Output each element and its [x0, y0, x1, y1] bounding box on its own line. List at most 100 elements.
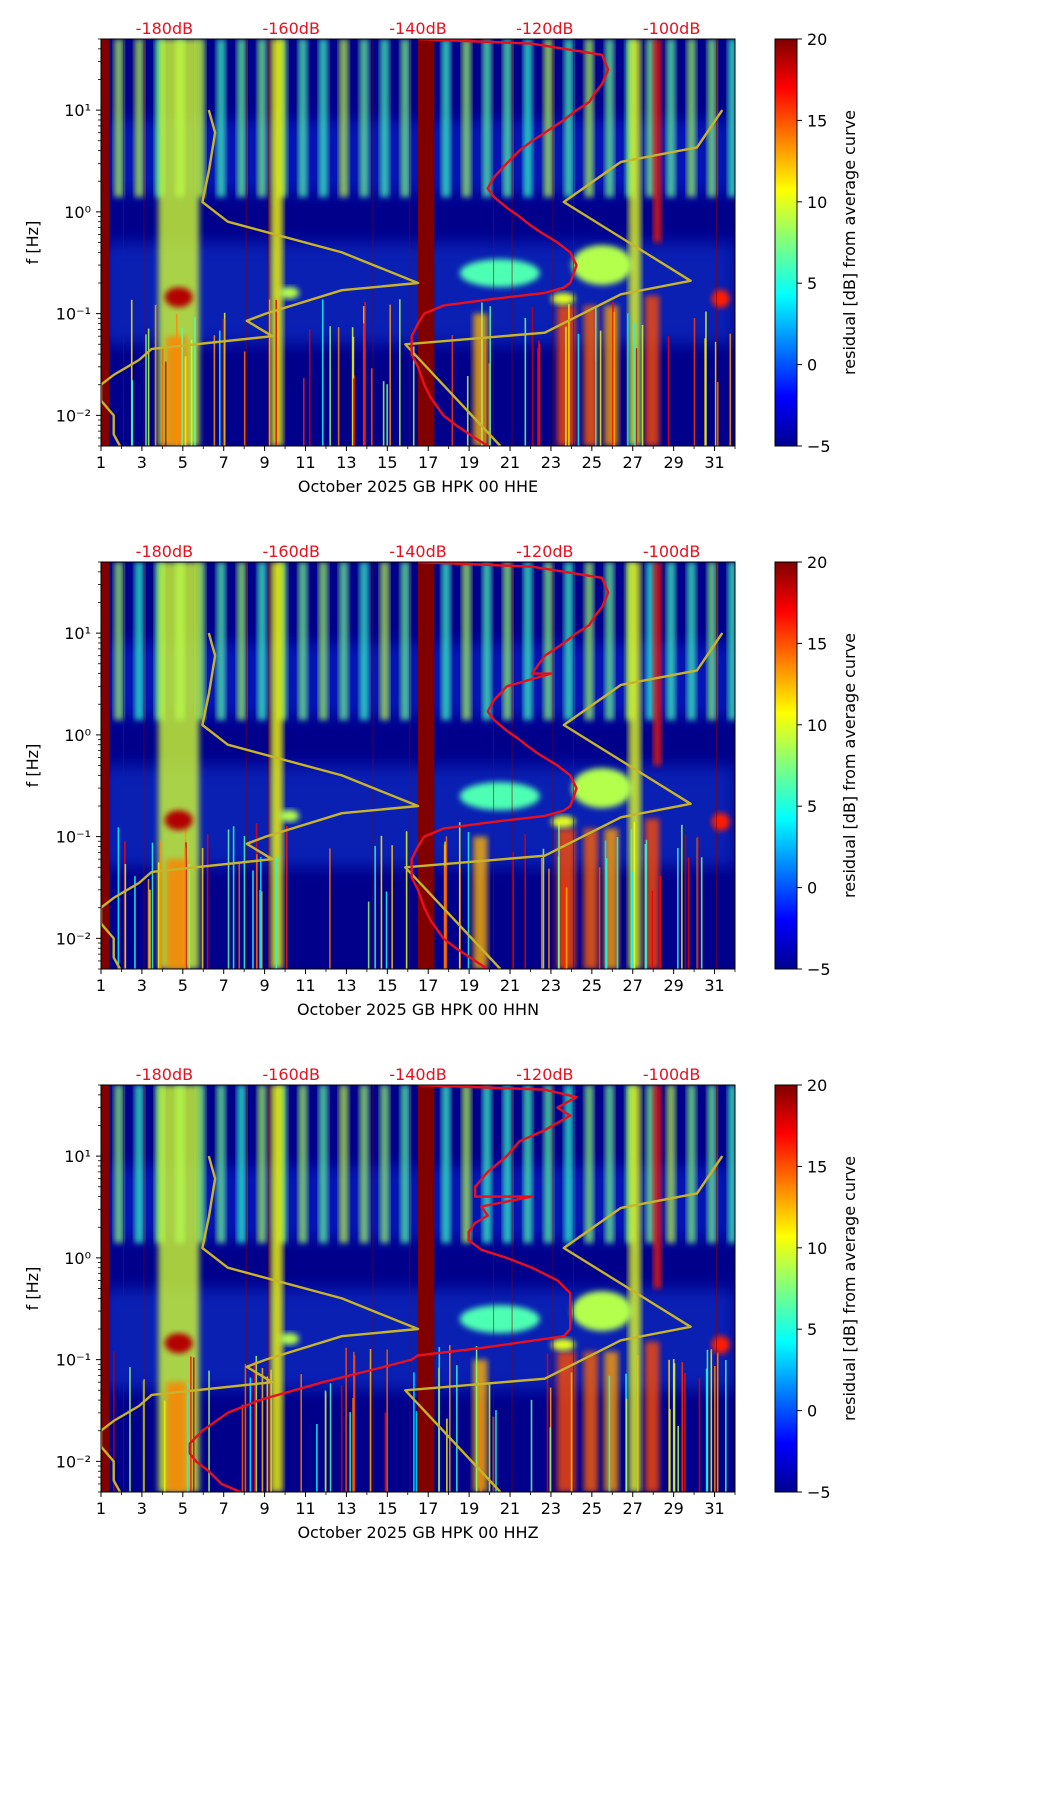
y-tick-label: 10⁰ [64, 203, 91, 222]
event-spike [308, 329, 311, 446]
residual-band [166, 859, 187, 969]
event-spike [147, 328, 150, 446]
daily-streak [441, 562, 451, 721]
event-spike [321, 299, 324, 446]
heatmap-area [101, 39, 735, 446]
power-curve [410, 562, 610, 969]
event-spike [546, 1353, 549, 1492]
event-spike [345, 1347, 347, 1492]
event-spike [475, 1346, 478, 1492]
daily-streak [461, 39, 471, 198]
event-spike [604, 840, 607, 969]
daily-streak [318, 562, 328, 721]
event-spike [194, 316, 196, 446]
event-spike [677, 1425, 679, 1492]
daily-streak [359, 39, 369, 198]
event-spike [201, 847, 204, 969]
microseism-blob [459, 1305, 540, 1334]
x-tick-label: 3 [137, 453, 147, 472]
daily-streak [646, 39, 656, 198]
daily-streak [482, 39, 492, 198]
event-spike [413, 1372, 415, 1492]
colorbar-tick-label: −5 [807, 960, 831, 979]
event-spike [175, 314, 178, 446]
x-tick-label: 3 [137, 1499, 147, 1518]
event-spike [451, 335, 454, 446]
x-tick-label: 1 [96, 453, 106, 472]
event-spike [232, 826, 235, 969]
event-spike [270, 1369, 272, 1492]
event-spike [645, 839, 648, 969]
event-spike [714, 341, 717, 446]
event-spike [259, 889, 261, 969]
event-spike [405, 831, 408, 969]
event-spike [222, 318, 225, 446]
microseism-blob [711, 1335, 730, 1354]
event-spike [185, 842, 187, 969]
residual-band [166, 1382, 187, 1492]
daily-streak [666, 39, 676, 198]
event-spike [681, 1362, 684, 1492]
event-spike [706, 1349, 709, 1492]
x-tick-label: 7 [219, 976, 229, 995]
y-tick-label: 10¹ [64, 624, 91, 643]
event-spike [157, 862, 160, 969]
event-spike [714, 1365, 716, 1492]
event-spike [256, 854, 258, 969]
x-tick-label: 31 [704, 976, 724, 995]
event-spike [700, 857, 703, 969]
event-spike [495, 1410, 497, 1492]
event-spike [658, 884, 661, 969]
event-spike [565, 326, 567, 446]
x-tick-label: 27 [623, 1499, 643, 1518]
colorbar-gradient [774, 1084, 798, 1493]
x-tick-label: 19 [459, 976, 479, 995]
event-spike [446, 1418, 448, 1492]
daily-streak [114, 1085, 124, 1244]
event-spike [577, 333, 580, 446]
event-spike [667, 336, 670, 446]
y-tick-label: 10⁻² [56, 929, 91, 948]
event-spike [241, 1404, 244, 1492]
event-spike [489, 306, 492, 446]
daily-streak [727, 562, 735, 721]
event-spike [329, 848, 331, 969]
event-spike [729, 333, 732, 446]
daily-streak [584, 562, 594, 721]
residual-band [473, 313, 488, 446]
daily-streak [216, 1085, 226, 1244]
event-spike [255, 1355, 258, 1492]
daily-streak [523, 562, 533, 721]
residual-band [645, 295, 660, 446]
event-spike [181, 328, 183, 446]
noise-model-high-curve [404, 632, 724, 969]
residual-band [604, 1351, 619, 1492]
event-spike [349, 1412, 351, 1492]
event-spike [449, 1345, 451, 1492]
event-spike [512, 852, 514, 969]
daily-streak [400, 562, 410, 721]
event-spike [635, 348, 638, 446]
event-spike [260, 856, 262, 969]
x-tick-label: 29 [663, 1499, 683, 1518]
microseism-blob [459, 259, 540, 288]
top-db-label: -160dB [262, 542, 319, 561]
daily-streak [686, 1085, 696, 1244]
daily-streak [441, 1085, 451, 1244]
residual-band [583, 305, 598, 446]
x-tick-label: 5 [178, 453, 188, 472]
y-tick-label: 10⁻² [56, 1452, 91, 1471]
top-db-label: -180dB [136, 1065, 193, 1084]
y-axis-label: f [Hz] [23, 744, 42, 788]
top-db-label: -100dB [643, 19, 700, 38]
colorbar: 20 15 10 5 0 −5 residual [dB] from average cur… [774, 1076, 859, 1502]
event-spike [644, 844, 647, 969]
event-spike [548, 868, 550, 969]
noise-model-high-curve [404, 109, 724, 446]
event-spike [385, 891, 388, 969]
daily-streak [400, 1085, 410, 1244]
colorbar-tick-label: 10 [807, 1239, 827, 1258]
residual-band [473, 836, 488, 969]
colorbar-label: residual [dB] from average curve [840, 110, 859, 375]
